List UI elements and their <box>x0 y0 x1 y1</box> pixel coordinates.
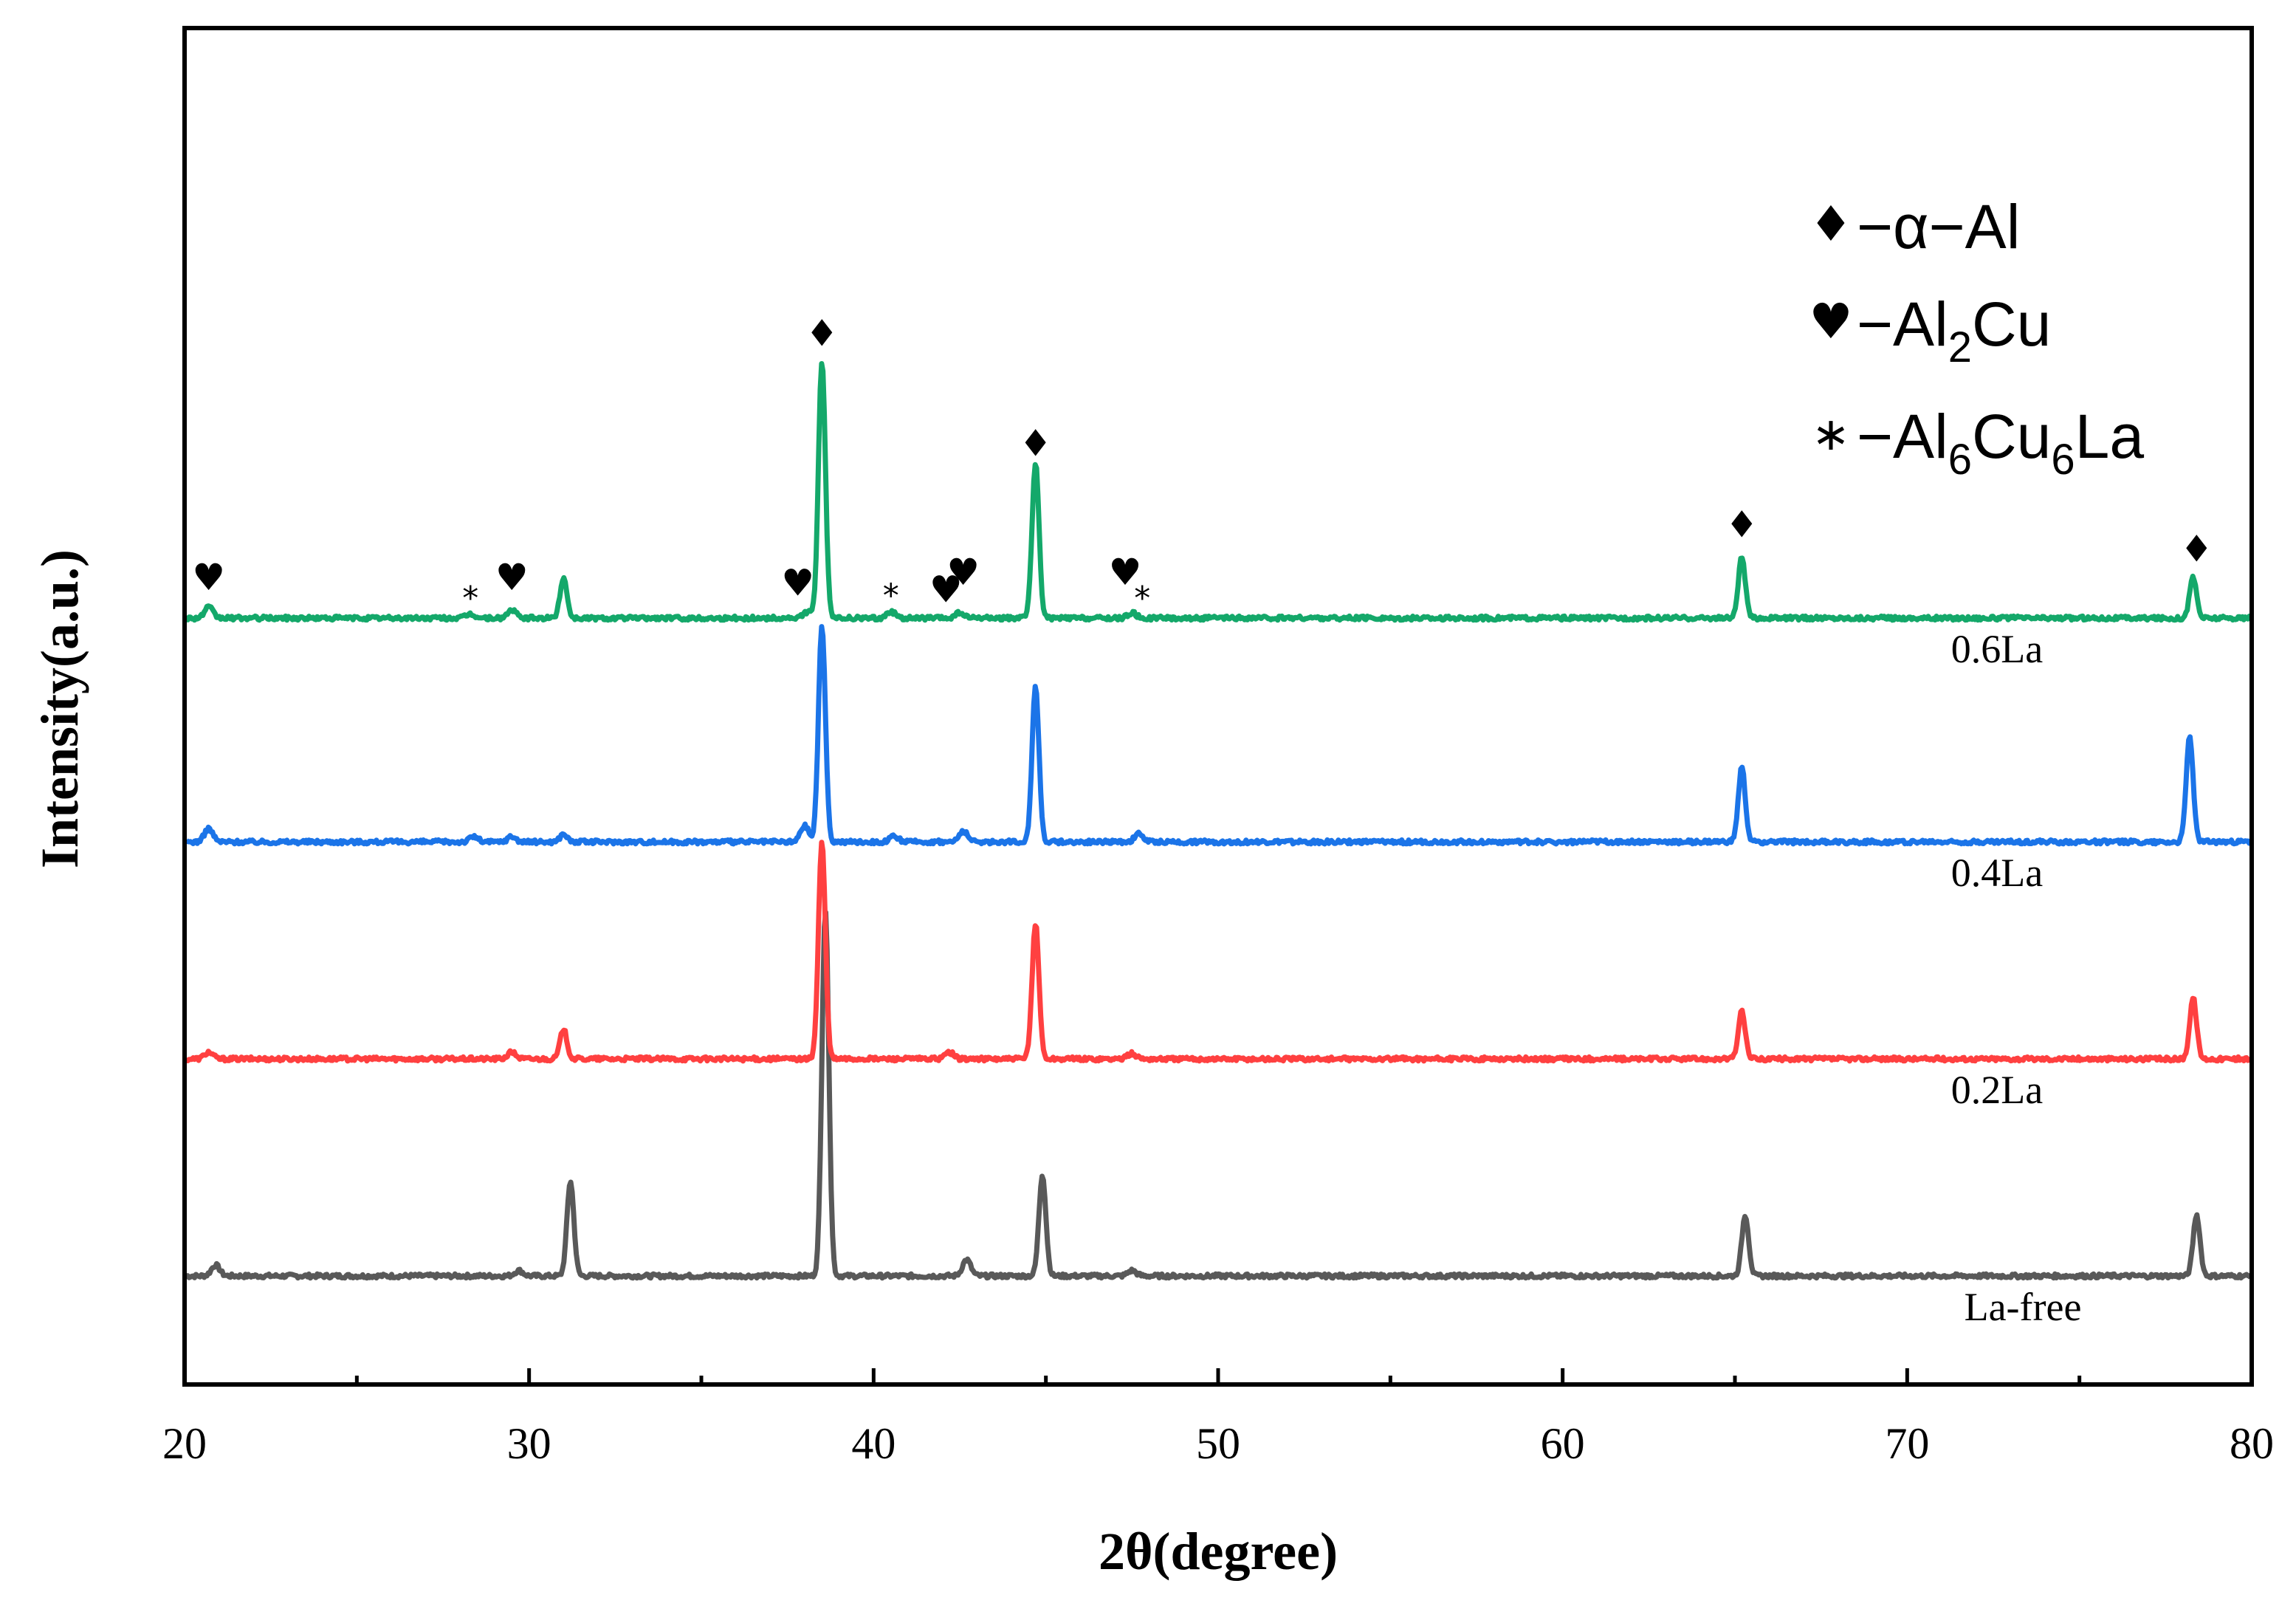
x-tick-label: 80 <box>2230 1419 2274 1468</box>
x-tick-label: 60 <box>1541 1419 1585 1468</box>
alpha-al-marker: ♦ <box>805 312 839 355</box>
x-axis-ticks <box>182 1368 2254 1384</box>
legend: ♦ −α−Al♥ −Al2Cu∗ −Al6Cu6La <box>1809 192 2144 484</box>
series-label-0-4la: 0.4La <box>1951 851 2043 895</box>
legend-entry: ∗ −Al6Cu6La <box>1812 402 2144 484</box>
al2cu-marker: ♥ <box>495 556 529 599</box>
x-tick-label: 70 <box>1885 1419 1929 1468</box>
legend-symbol: ♦ <box>1809 196 1852 253</box>
series-label-la-free: La-free <box>1965 1285 2082 1329</box>
y-axis-title: Intensity(a.u.) <box>30 549 89 868</box>
al2cu-marker: ♥ <box>192 556 225 599</box>
al2cu-marker: ♥ <box>946 551 980 594</box>
series-label-layer: La-free 0.2La 0.4La 0.6La <box>1951 627 2082 1329</box>
phase-marker-layer: ♥ * ♥ ♥♦* ♥♥♦♥*♦♦ <box>192 312 2213 618</box>
legend-label: −Al6Cu6La <box>1857 402 2144 484</box>
legend-label: −Al2Cu <box>1857 289 2051 371</box>
x-tick-label: 50 <box>1196 1419 1240 1468</box>
series-line-0-2la <box>184 840 2252 1064</box>
series-line-0-4la <box>184 624 2252 847</box>
series-label-0-6la: 0.6La <box>1951 627 2043 671</box>
x-tick-label: 20 <box>162 1419 207 1468</box>
alpha-al-marker: ♦ <box>2180 528 2213 571</box>
legend-entry: ♥ −Al2Cu <box>1809 289 2051 371</box>
series-line-la-free <box>185 910 2253 1281</box>
legend-symbol: ∗ <box>1812 407 1850 461</box>
x-tick-label: 40 <box>851 1419 896 1468</box>
al2cu-marker: ♥ <box>1109 551 1142 594</box>
al6cu6la-marker: * <box>462 580 478 617</box>
al2cu-marker: ♥ <box>781 562 814 605</box>
series-layer <box>184 361 2253 1281</box>
series-line-0-6la <box>185 361 2253 623</box>
series-label-0-2la: 0.2La <box>1951 1068 2043 1112</box>
x-axis-title: 2θ(degree) <box>1099 1522 1338 1581</box>
alpha-al-marker: ♦ <box>1725 504 1759 546</box>
al6cu6la-marker: * <box>883 577 899 615</box>
x-tick-label: 30 <box>507 1419 551 1468</box>
alpha-al-marker: ♦ <box>1019 422 1052 464</box>
legend-entry: ♦ −α−Al <box>1809 192 2020 261</box>
legend-symbol: ♥ <box>1809 293 1852 350</box>
al2cu-marker: ♥ <box>929 569 963 611</box>
x-axis-tick-labels: 20 30 40 50 60 70 80 <box>162 1419 2274 1468</box>
al6cu6la-marker: * <box>1134 580 1150 617</box>
legend-label: −α−Al <box>1857 192 2020 261</box>
